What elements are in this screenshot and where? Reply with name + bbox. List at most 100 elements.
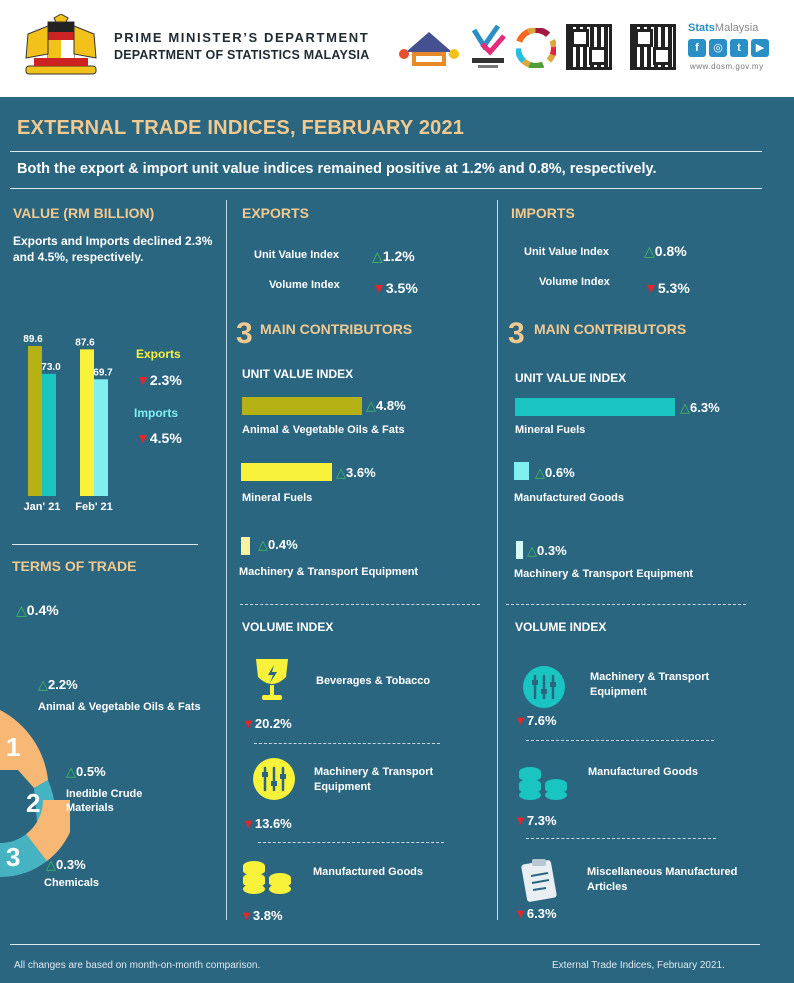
qr-code-1[interactable] <box>566 24 612 70</box>
imports-vol-item3-change: ▼6.3% <box>514 906 557 921</box>
up-arrow-icon: △ <box>366 398 376 413</box>
clipboard-icon <box>521 859 557 902</box>
down-arrow-icon: ▼ <box>136 430 150 446</box>
department-line2: DEPARTMENT OF STATISTICS MALAYSIA <box>114 48 370 62</box>
footer-note: All changes are based on month-on-month … <box>14 960 261 971</box>
terms-item1-label: Animal & Vegetable Oils & Fats <box>38 701 201 713</box>
column-separator-2 <box>497 200 498 920</box>
imports-legend-label: Imports <box>134 406 179 420</box>
terms-item2-change: △0.5% <box>66 764 106 779</box>
youtube-icon[interactable]: ▶ <box>751 39 769 57</box>
terms-rank-wheel: 1 2 3 <box>0 710 70 877</box>
value-description: Exports and Imports declined 2.3% and 4.… <box>13 234 213 264</box>
down-arrow-icon: ▼ <box>372 280 386 296</box>
exports-uvi-item1-change: △4.8% <box>366 398 406 413</box>
value-divider <box>12 544 198 545</box>
census-logo <box>399 32 459 66</box>
up-arrow-icon: △ <box>372 248 383 264</box>
up-arrow-icon: △ <box>258 537 268 552</box>
coat-of-arms-logo <box>25 14 97 75</box>
qr-code-2[interactable] <box>630 24 676 70</box>
exports-legend-label: Exports <box>136 347 181 361</box>
department-line1: PRIME MINISTER’S DEPARTMENT <box>114 30 370 45</box>
exports-uvi-item1-label: Animal & Vegetable Oils & Fats <box>242 424 405 436</box>
social-links: f ◎ t ▶ <box>688 39 769 57</box>
bar-exports-0 <box>28 346 42 496</box>
exports-contrib-heading: MAIN CONTRIBUTORS <box>260 321 413 337</box>
bar-value-label: 69.7 <box>93 367 113 378</box>
value-heading: VALUE (RM BILLION) <box>13 205 155 221</box>
exports-vol-item3-label: Manufactured Goods <box>313 866 424 878</box>
terms-overall-change: △0.4% <box>16 602 59 618</box>
terms-item2-label: Inedible Crude Materials <box>66 788 143 814</box>
website-url[interactable]: www.dosm.gov.my <box>690 62 764 71</box>
exports-vol-item3-change: ▼3.8% <box>240 908 283 923</box>
imports-uvi-bar-2 <box>514 462 529 480</box>
up-arrow-icon: △ <box>644 243 655 259</box>
imports-contrib-heading: MAIN CONTRIBUTORS <box>534 321 687 337</box>
up-arrow-icon: △ <box>527 543 537 558</box>
sdg-wheel-logo <box>516 28 556 68</box>
exports-vol-label: Volume Index <box>269 279 340 291</box>
exports-vol-divider-1 <box>254 743 440 744</box>
statsmalaysia-brand: StatsMalaysia <box>688 22 759 34</box>
exports-vol-heading: VOLUME INDEX <box>242 620 334 634</box>
imports-uvi-change: △0.8% <box>644 243 687 259</box>
bar-value-label: 89.6 <box>23 334 43 345</box>
imports-vol-item2-label: Manufactured Goods <box>588 766 699 778</box>
up-arrow-icon: △ <box>38 677 48 692</box>
exports-vol-change: ▼3.5% <box>372 280 418 296</box>
stack-icon <box>519 767 567 800</box>
rank-2-label: 2 <box>26 788 40 818</box>
exports-vol-item2-change: ▼13.6% <box>242 816 292 831</box>
exports-vol-item2-label: Machinery & Transport Equipment <box>314 766 434 793</box>
imports-contrib-number: 3 <box>508 317 525 350</box>
up-arrow-icon: △ <box>535 465 545 480</box>
instagram-icon[interactable]: ◎ <box>709 39 727 57</box>
column-separator-1 <box>226 200 227 920</box>
exports-uvi-label: Unit Value Index <box>254 249 339 261</box>
imports-vol-item2-change: ▼7.3% <box>514 813 557 828</box>
category-label: Jan' 21 <box>24 501 61 513</box>
mystats-day-logo <box>471 24 506 68</box>
twitter-icon[interactable]: t <box>730 39 748 57</box>
down-arrow-icon: ▼ <box>514 906 527 921</box>
machinery-icon <box>523 666 565 708</box>
page-title: EXTERNAL TRADE INDICES, FEBRUARY 2021 <box>17 117 465 139</box>
down-arrow-icon: ▼ <box>240 908 253 923</box>
rank-3-label: 3 <box>6 842 20 872</box>
value-bar-chart: 89.6 73.0 Jan' 21 87.6 69.7 Feb' 21 <box>23 334 113 513</box>
footer-source: External Trade Indices, February 2021. <box>552 960 725 971</box>
down-arrow-icon: ▼ <box>644 280 658 296</box>
exports-uvi-heading: UNIT VALUE INDEX <box>242 367 354 381</box>
exports-vol-item1-change: ▼20.2% <box>242 716 292 731</box>
up-arrow-icon: △ <box>16 602 27 618</box>
up-arrow-icon: △ <box>46 857 56 872</box>
page-subtitle: Both the export & import unit value indi… <box>17 161 657 177</box>
imports-heading: IMPORTS <box>511 205 575 221</box>
down-arrow-icon: ▼ <box>242 816 255 831</box>
exports-uvi-item3-change: △0.4% <box>258 537 298 552</box>
imports-uvi-label: Unit Value Index <box>524 246 609 258</box>
imports-uvi-item1-label: Mineral Fuels <box>515 424 586 436</box>
imports-uvi-item1-change: △6.3% <box>680 400 720 415</box>
title-divider <box>10 151 762 152</box>
exports-uvi-bar-3 <box>241 537 250 555</box>
imports-uvi-item2-change: △0.6% <box>535 465 575 480</box>
stack-icon <box>243 861 291 894</box>
facebook-icon[interactable]: f <box>688 39 706 57</box>
category-label: Feb' 21 <box>75 501 112 513</box>
exports-uvi-change: △1.2% <box>372 248 415 264</box>
exports-uvi-item3-label: Machinery & Transport Equipment <box>239 566 419 578</box>
exports-uvi-item2-label: Mineral Fuels <box>242 492 313 504</box>
up-arrow-icon: △ <box>336 465 346 480</box>
imports-vol-item1-label: Machinery & Transport Equipment <box>590 671 710 698</box>
exports-uvi-item2-change: △3.6% <box>336 465 376 480</box>
bar-value-label: 87.6 <box>75 337 95 348</box>
header: PRIME MINISTER’S DEPARTMENT DEPARTMENT O… <box>0 0 794 97</box>
imports-uvi-bar-1 <box>515 398 675 416</box>
exports-contrib-number: 3 <box>236 317 253 350</box>
imports-section-divider <box>506 604 746 605</box>
imports-value-change: ▼4.5% <box>136 430 182 446</box>
down-arrow-icon: ▼ <box>136 372 150 388</box>
